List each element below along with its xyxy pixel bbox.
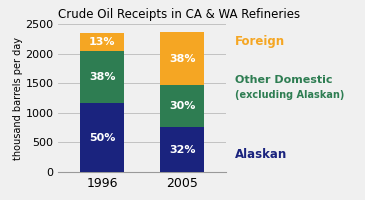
Text: 38%: 38% (169, 54, 196, 64)
Text: 50%: 50% (89, 133, 116, 143)
Bar (80, 103, 124, 172)
Text: (excluding Alaskan): (excluding Alaskan) (235, 90, 344, 100)
Text: 32%: 32% (169, 145, 196, 155)
Text: Alaskan: Alaskan (235, 148, 287, 161)
Text: 30%: 30% (169, 101, 196, 111)
Text: Other Domestic: Other Domestic (235, 75, 332, 85)
Bar (80, 33, 124, 51)
Text: Crude Oil Receipts in CA & WA Refineries: Crude Oil Receipts in CA & WA Refineries (58, 8, 300, 21)
Bar (160, 127, 204, 172)
Bar (160, 85, 204, 127)
Text: 13%: 13% (89, 37, 116, 47)
Y-axis label: thousand barrels per day: thousand barrels per day (13, 36, 23, 160)
Text: Foreign: Foreign (235, 35, 285, 48)
Text: 38%: 38% (89, 72, 116, 82)
Bar (160, 32, 204, 85)
Bar (80, 51, 124, 103)
